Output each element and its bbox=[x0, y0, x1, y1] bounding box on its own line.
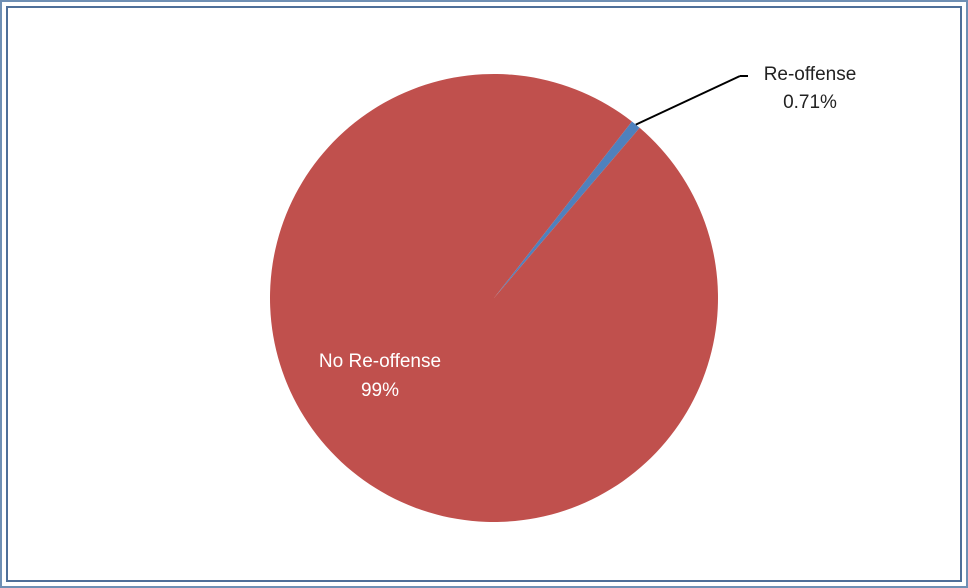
pie-slice-no-re-offense bbox=[269, 73, 718, 522]
leader-line bbox=[635, 75, 741, 126]
slice-label-no-reoffense: No Re-offense bbox=[319, 351, 441, 372]
slice-value-no-reoffense: 99% bbox=[361, 380, 399, 401]
pie-slice-re-offense bbox=[494, 121, 640, 298]
slice-label-reoffense: Re-offense bbox=[764, 64, 857, 85]
pie-slices bbox=[269, 73, 718, 522]
slice-value-reoffense: 0.71% bbox=[783, 92, 837, 113]
